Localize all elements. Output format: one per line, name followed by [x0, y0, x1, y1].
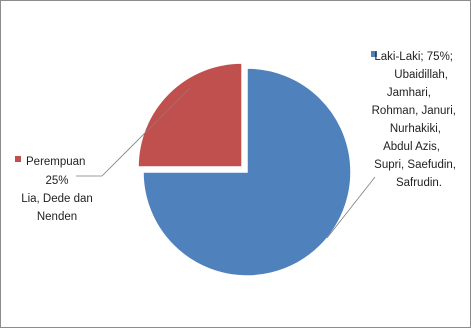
- label-laki-laki-line-6: Supri, Saefudin,: [374, 159, 456, 171]
- pie-slice-laki-laki: [142, 67, 352, 277]
- leader-lines: [76, 87, 376, 239]
- label-perempuan-line-3: Nenden: [37, 211, 77, 223]
- slice-label-perempuan: Perempuan 25% Lia, Dede dan Nenden: [15, 156, 93, 223]
- legend-marker-laki-laki: [371, 51, 377, 57]
- pie-slice-perempuan: [137, 62, 243, 168]
- label-laki-laki-line-0: Laki-Laki; 75%;: [374, 51, 453, 63]
- label-laki-laki-line-2: Jamhari,: [387, 87, 431, 99]
- label-laki-laki-line-5: Abdul Azis,: [383, 141, 440, 153]
- legend-marker-perempuan: [15, 156, 21, 162]
- slices-layer: [137, 62, 352, 277]
- label-laki-laki-line-1: Ubaidillah,: [394, 69, 448, 81]
- label-laki-laki-line-7: Safrudin.: [396, 177, 442, 189]
- label-perempuan-line-2: Lia, Dede dan: [21, 193, 93, 205]
- label-perempuan-line-0: Perempuan: [26, 156, 85, 168]
- leader-line-perempuan: [76, 87, 191, 177]
- label-laki-laki-line-4: Nurhakiki,: [390, 123, 441, 135]
- leader-line-laki-laki: [326, 176, 376, 239]
- label-laki-laki-line-3: Rohman, Januri,: [372, 105, 456, 117]
- label-perempuan-line-1: 25%: [45, 175, 68, 187]
- slice-label-laki-laki: Laki-Laki; 75%; Ubaidillah, Jamhari, Roh…: [371, 51, 456, 189]
